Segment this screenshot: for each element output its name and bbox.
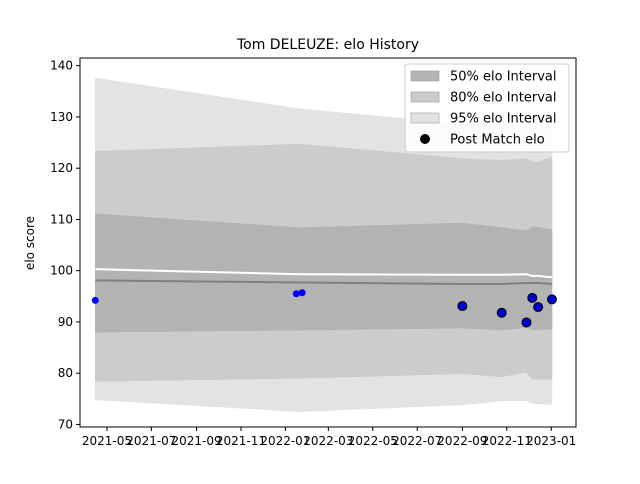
estimate-lines — [95, 268, 553, 286]
pre-match-point — [292, 290, 300, 298]
y-tick-label: 120 — [50, 161, 73, 175]
x-tick-label: 2021-07 — [126, 434, 176, 448]
legend-label: 95% elo Interval — [450, 112, 557, 127]
tick-labels: 7080901001101201301402021-052021-072021-… — [50, 59, 576, 448]
band-50-elo-interval — [95, 213, 553, 333]
pre-match-point — [91, 296, 99, 304]
x-tick-label: 2022-11 — [482, 434, 532, 448]
post-match-point — [521, 317, 532, 328]
legend-label: 80% elo Interval — [450, 91, 557, 106]
y-tick-label: 80 — [58, 366, 73, 380]
y-tick-label: 110 — [50, 212, 73, 226]
interval-bands — [95, 77, 553, 412]
x-tick-label: 2022-05 — [348, 434, 398, 448]
pre-match-point — [298, 289, 306, 297]
x-tick-label: 2022-07 — [392, 434, 442, 448]
legend-box — [404, 63, 570, 153]
legend-label: Post Match elo — [450, 133, 545, 148]
x-tick-label: 2022-09 — [437, 434, 487, 448]
chart-title: Tom DELEUZE: elo History — [236, 37, 419, 53]
post-match-point — [527, 292, 538, 303]
legend-swatch-50-elo-interval — [410, 70, 440, 82]
post-match-point — [546, 294, 557, 305]
y-tick-label: 90 — [58, 315, 73, 329]
post-match-point — [533, 302, 544, 313]
post-match-point — [496, 307, 507, 318]
x-tick-label: 2022-03 — [303, 434, 353, 448]
x-tick-label: 2022-01 — [260, 434, 310, 448]
x-tick-label: 2023-01 — [526, 434, 576, 448]
estimate-line-1 — [95, 279, 553, 286]
post-match-point — [457, 301, 468, 312]
legend-marker-post-match-elo — [420, 134, 430, 144]
legend-label: 50% elo Interval — [450, 70, 557, 85]
estimate-line-2 — [95, 268, 553, 279]
x-tick-label: 2021-05 — [82, 434, 132, 448]
data-points — [91, 289, 557, 328]
y-tick-label: 100 — [50, 264, 73, 278]
x-tick-label: 2021-11 — [216, 434, 266, 448]
y-tick-label: 140 — [50, 59, 73, 73]
y-tick-label: 70 — [58, 417, 73, 431]
y-axis-label: elo score — [23, 216, 37, 270]
x-tick-label: 2021-09 — [171, 434, 221, 448]
y-tick-label: 130 — [50, 110, 73, 124]
legend: 50% elo Interval 80% elo Interval 95% elo … — [404, 63, 570, 153]
legend-swatch-80-elo-interval — [410, 91, 440, 103]
legend-swatch-95-elo-interval — [410, 112, 440, 124]
